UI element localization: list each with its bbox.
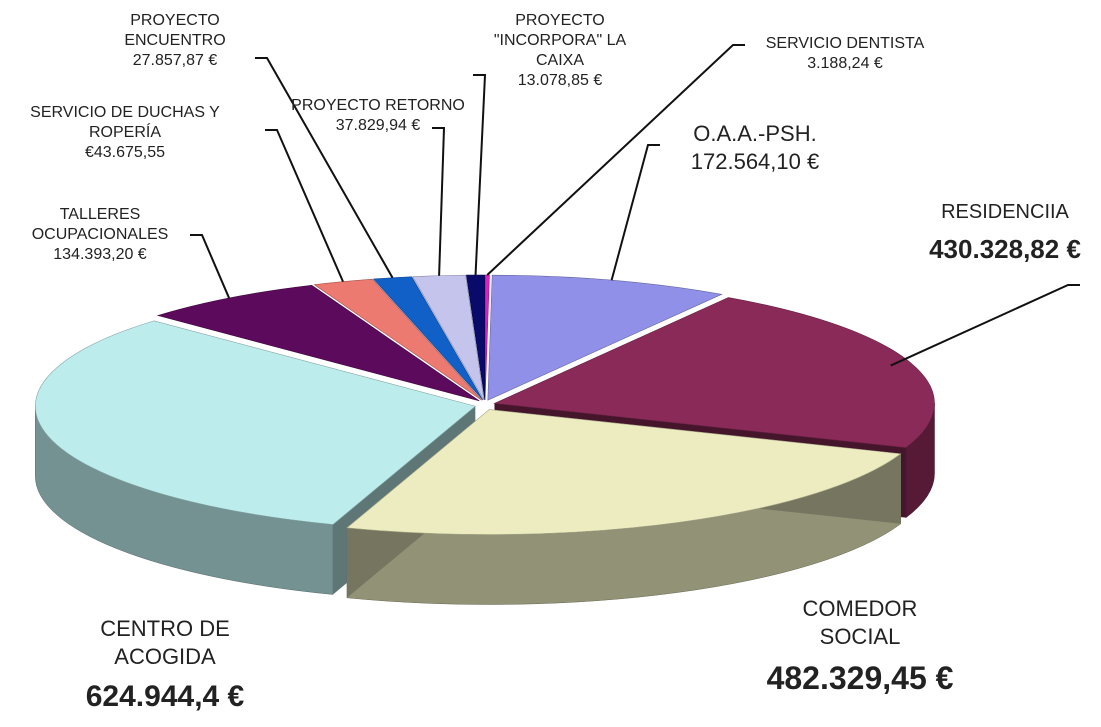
leader-line [610,144,660,281]
leader-line [486,44,745,276]
slice-label: PROYECTO RETORNO 37.829,94 € [268,96,488,136]
slice [35,320,476,525]
slice-label: PROYECTO "INCORPORA" LA CAIXA 13.078,85 € [485,11,635,91]
value-label: 13.078,85 € [517,72,603,89]
value-label: 482.329,45 € [766,660,954,696]
leader-line [473,74,487,276]
leader-line [432,127,446,276]
value-label: 624.944,4 € [85,680,245,713]
slice-label: TALLERES OCUPACIONALES 134.393,20 € [5,205,195,265]
slice-label: SERVICIO DENTISTA 3.188,24 € [715,34,975,74]
value-label: 134.393,20 € [53,246,147,263]
category-label: RESIDENCIIA [941,201,1069,223]
slice [412,274,485,401]
leader-line [890,284,1080,367]
value-label: 27.857,87 € [132,52,218,69]
category-label: PROYECTO "INCORPORA" LA CAIXA [493,12,627,69]
leader-line [265,129,344,283]
value-label: 172.564,10 € [690,148,820,174]
category-label: O.A.A.-PSH. [693,121,817,146]
value-label: 430.328,82 € [929,234,1081,264]
category-label: TALLERES OCUPACIONALES [31,206,169,243]
value-label: 3.188,24 € [807,55,883,72]
leader-line [190,234,230,299]
value-label: €43.675,55 [84,144,166,161]
slice [372,276,484,401]
slice-label: CENTRO DE ACOGIDA 624.944,4 € [55,615,275,716]
slice [466,274,486,401]
category-label: SERVICIO DENTISTA [765,35,925,52]
category-label: PROYECTO RETORNO [291,97,465,114]
slice [156,284,480,402]
slice [313,278,483,401]
slice-label: O.A.A.-PSH. 172.564,10 € [655,120,855,175]
category-label: COMEDOR SOCIAL [802,596,918,649]
slice [493,297,935,448]
value-label: 37.829,94 € [335,117,421,134]
slice-label: SERVICIO DE DUCHAS Y ROPERÍA €43.675,55 [0,103,255,163]
slice [346,409,902,535]
slice-label: PROYECTO ENCUENTRO 27.857,87 € [95,11,255,71]
slice-label: COMEDOR SOCIAL 482.329,45 € [760,595,960,698]
slice-label: RESIDENCIIA 430.328,82 € [915,200,1095,266]
leader-line [255,57,394,279]
category-label: PROYECTO ENCUENTRO [124,12,226,49]
category-label: CENTRO DE ACOGIDA [100,616,230,669]
category-label: SERVICIO DE DUCHAS Y ROPERÍA [30,104,220,141]
